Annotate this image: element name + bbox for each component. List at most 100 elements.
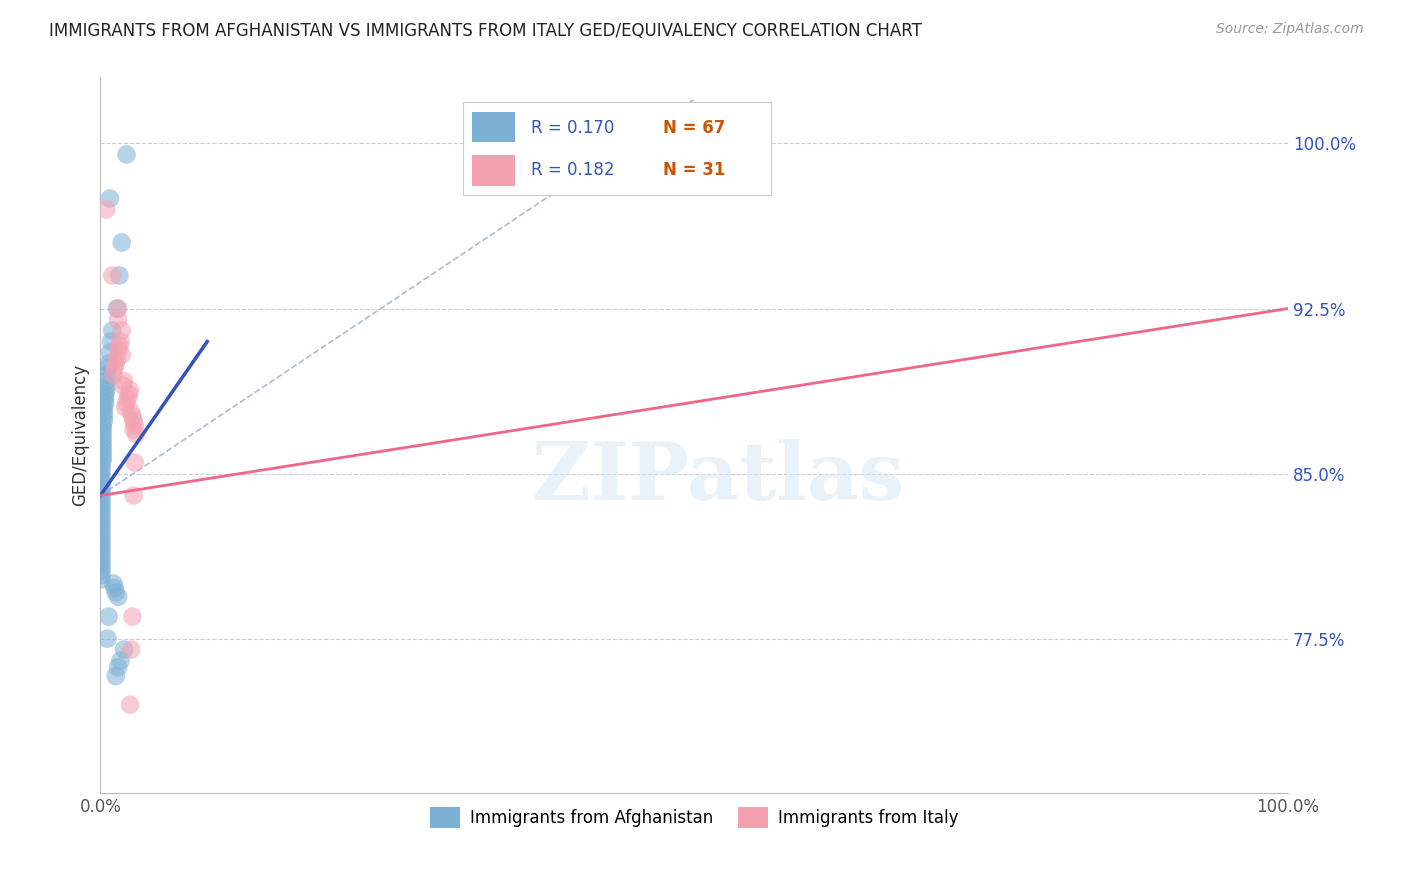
Point: [90, 528, 112, 542]
Text: Source: ZipAtlas.com: Source: ZipAtlas.com: [1216, 22, 1364, 37]
Point: [94, 396, 117, 410]
Point: [112, 642, 135, 657]
Point: [104, 581, 127, 595]
Point: [103, 368, 125, 382]
Point: [118, 387, 141, 401]
Point: [90, 467, 112, 481]
Point: [91, 449, 114, 463]
Point: [107, 660, 129, 674]
Point: [100, 334, 122, 349]
Point: [96, 378, 118, 392]
Point: [104, 357, 127, 371]
Point: [90, 506, 112, 520]
Point: [96, 202, 118, 217]
Point: [122, 489, 145, 503]
Point: [91, 418, 114, 433]
Point: [90, 493, 112, 508]
Point: [90, 550, 112, 565]
Point: [121, 609, 143, 624]
Point: [111, 235, 134, 250]
Point: [103, 576, 125, 591]
Point: [121, 409, 143, 424]
Point: [96, 374, 118, 388]
Point: [124, 456, 146, 470]
Point: [124, 418, 146, 433]
Point: [90, 462, 112, 476]
Point: [114, 401, 136, 415]
Point: [107, 301, 129, 316]
Point: [101, 268, 124, 283]
Point: [90, 458, 112, 472]
Text: ZIPatlas: ZIPatlas: [531, 439, 904, 517]
Point: [90, 533, 112, 547]
Point: [91, 423, 114, 437]
Point: [90, 519, 112, 533]
Point: [96, 632, 118, 646]
Point: [125, 426, 148, 441]
Point: [107, 312, 129, 326]
Point: [90, 497, 112, 511]
Point: [90, 567, 112, 582]
Point: [115, 396, 138, 410]
Point: [90, 563, 112, 577]
Text: IMMIGRANTS FROM AFGHANISTAN VS IMMIGRANTS FROM ITALY GED/EQUIVALENCY CORRELATION: IMMIGRANTS FROM AFGHANISTAN VS IMMIGRANT…: [49, 22, 922, 40]
Point: [122, 423, 145, 437]
Point: [90, 572, 112, 586]
Point: [91, 453, 114, 467]
Point: [90, 501, 112, 516]
Point: [94, 387, 117, 401]
Point: [117, 392, 139, 406]
Point: [115, 147, 138, 161]
Point: [108, 268, 131, 283]
Point: [91, 440, 114, 454]
Point: [112, 374, 135, 388]
Point: [111, 348, 134, 362]
Point: [91, 431, 114, 445]
Point: [108, 339, 131, 353]
Point: [96, 368, 118, 382]
Point: [107, 590, 129, 604]
Point: [96, 383, 118, 397]
Point: [90, 471, 112, 485]
Point: [93, 401, 115, 415]
Point: [91, 444, 114, 458]
Point: [120, 405, 142, 419]
Point: [97, 357, 120, 371]
Point: [110, 654, 132, 668]
Point: [98, 345, 121, 359]
Point: [91, 426, 114, 441]
Point: [111, 378, 134, 392]
Point: [98, 192, 121, 206]
Point: [90, 484, 112, 499]
Y-axis label: GED/Equivalency: GED/Equivalency: [72, 364, 89, 506]
Point: [90, 489, 112, 503]
Point: [104, 360, 127, 375]
Point: [90, 515, 112, 529]
Point: [96, 360, 118, 375]
Point: [93, 414, 115, 428]
Point: [118, 698, 141, 712]
Point: [94, 392, 117, 406]
Point: [90, 480, 112, 494]
Point: [93, 405, 115, 419]
Point: [90, 537, 112, 551]
Point: [101, 324, 124, 338]
Point: [90, 555, 112, 569]
Point: [90, 546, 112, 560]
Point: [93, 409, 115, 424]
Point: [90, 524, 112, 538]
Point: [104, 669, 127, 683]
Legend: Immigrants from Afghanistan, Immigrants from Italy: Immigrants from Afghanistan, Immigrants …: [423, 801, 965, 834]
Point: [90, 559, 112, 574]
Point: [97, 609, 120, 624]
Point: [118, 383, 141, 397]
Point: [104, 585, 127, 599]
Point: [105, 301, 128, 316]
Point: [90, 475, 112, 490]
Point: [107, 343, 129, 358]
Point: [105, 352, 128, 367]
Point: [110, 334, 132, 349]
Point: [120, 642, 142, 657]
Point: [91, 435, 114, 450]
Point: [90, 510, 112, 524]
